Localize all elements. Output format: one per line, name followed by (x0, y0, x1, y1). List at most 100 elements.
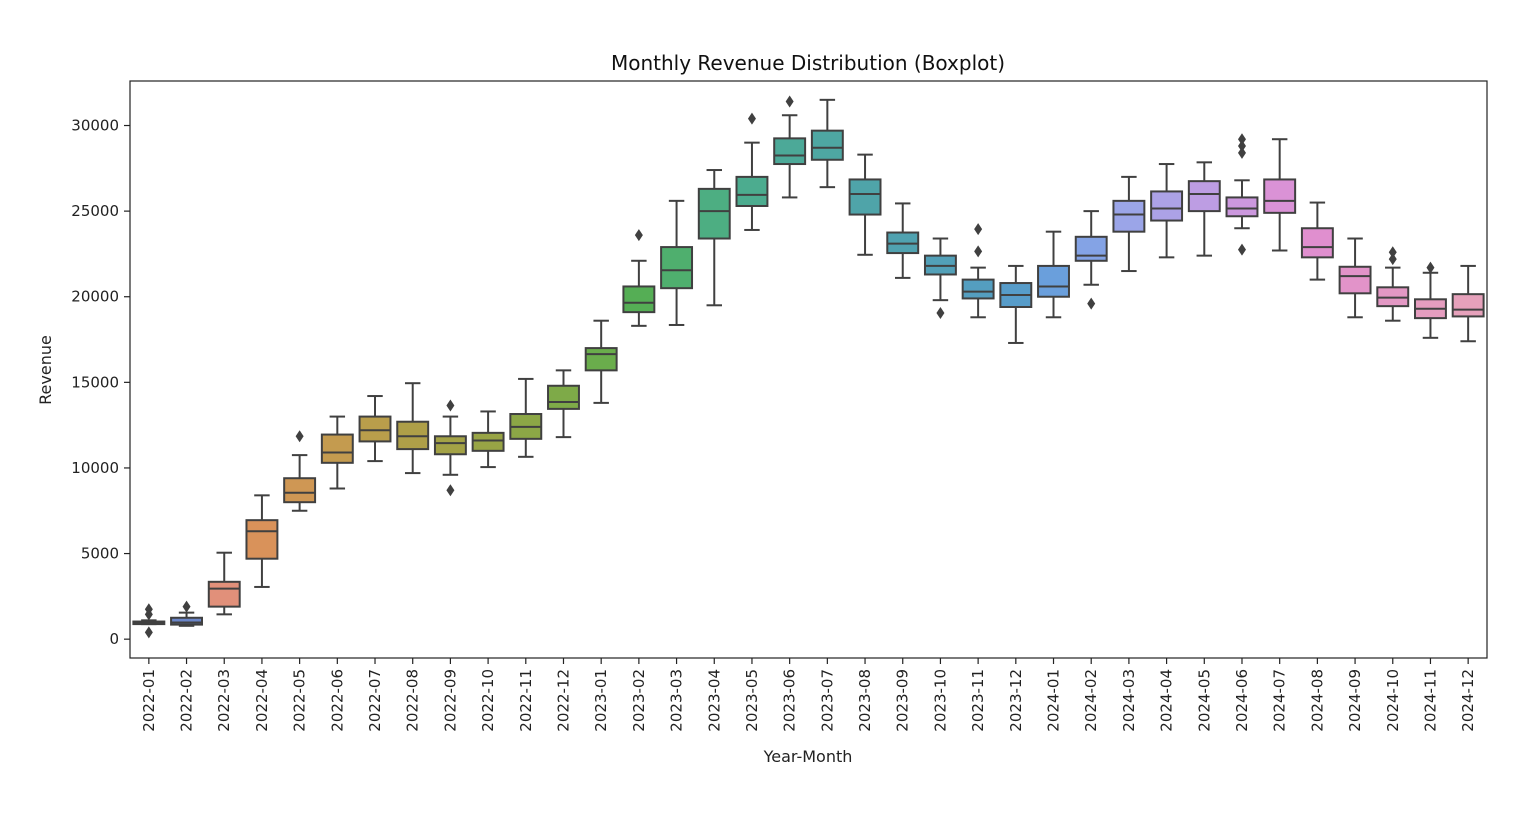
box-2023-02 (622, 229, 656, 327)
box-2023-08 (848, 153, 882, 256)
box-iqr (471, 431, 505, 452)
x-tick-label: 2023-01 (592, 669, 610, 732)
box-iqr (773, 137, 807, 166)
outlier-point (936, 306, 945, 319)
box-iqr (433, 435, 467, 456)
box-iqr (1150, 190, 1184, 222)
box-2024-04 (1150, 163, 1184, 259)
x-tick-label: 2022-04 (253, 669, 271, 732)
x-axis: 2022-01 2022-02 2022-03 2022-04 2022-05 2022-… (140, 658, 1477, 732)
box-iqr (1074, 235, 1108, 262)
outlier-point (1237, 243, 1246, 256)
box-iqr (697, 187, 731, 240)
outlier-point (446, 399, 455, 412)
box-2022-11 (509, 377, 543, 458)
x-tick-label: 2022-10 (479, 669, 497, 732)
x-tick-label: 2023-08 (856, 669, 874, 732)
box-2022-04 (245, 494, 279, 588)
box-2022-09 (433, 399, 467, 497)
box-2023-09 (886, 202, 920, 279)
box-iqr (1225, 196, 1259, 218)
box-iqr (320, 433, 354, 464)
x-tick-label: 2024-02 (1082, 669, 1100, 732)
box-2022-08 (396, 382, 430, 475)
box-2023-10 (923, 237, 957, 319)
x-tick-label: 2024-08 (1308, 669, 1326, 732)
x-tick-label: 2022-09 (441, 669, 459, 732)
x-tick-label: 2024-10 (1384, 669, 1402, 732)
box-2024-01 (1037, 230, 1070, 319)
x-tick-label: 2024-01 (1045, 669, 1063, 732)
outlier-point (182, 600, 191, 613)
x-tick-label: 2022-02 (178, 669, 196, 732)
box-2024-11 (1414, 261, 1447, 339)
x-tick-label: 2024-06 (1233, 669, 1251, 732)
x-tick-label: 2022-06 (328, 669, 346, 732)
y-axis-label: Revenue (36, 335, 55, 405)
outlier-point (974, 245, 983, 258)
box-2024-02 (1074, 210, 1108, 310)
outlier-point (1237, 146, 1246, 159)
x-tick-label: 2024-09 (1346, 669, 1364, 732)
x-tick-label: 2023-05 (743, 669, 761, 732)
box-2022-12 (547, 369, 580, 439)
x-tick-label: 2022-05 (291, 669, 309, 732)
box-2023-05 (735, 112, 769, 231)
box-2022-01 (132, 603, 166, 639)
outlier-point (1388, 246, 1397, 259)
box-iqr (660, 246, 694, 290)
chart-title: Monthly Revenue Distribution (Boxplot) (611, 51, 1005, 75)
outlier-point (785, 95, 794, 108)
box-2024-12 (1451, 264, 1485, 343)
plot-area (132, 95, 1485, 639)
outlier-point (144, 603, 153, 616)
y-tick-label: 5000 (81, 545, 119, 563)
y-tick-label: 20000 (71, 288, 119, 306)
outlier-point (634, 229, 643, 242)
y-axis: 0 5000 10000 15000 20000 25000 30000 (71, 117, 130, 648)
outlier-point (747, 112, 756, 125)
box-iqr (735, 175, 769, 207)
x-tick-label: 2023-11 (969, 669, 987, 732)
y-tick-label: 0 (109, 630, 119, 648)
box-iqr (1112, 199, 1146, 233)
box-iqr (547, 384, 580, 410)
x-tick-label: 2022-08 (404, 669, 422, 732)
x-tick-label: 2022-11 (517, 669, 535, 732)
box-2023-12 (999, 264, 1033, 344)
box-2023-11 (961, 223, 995, 319)
box-iqr (584, 347, 618, 372)
plot-frame (129, 80, 1488, 659)
box-iqr (245, 519, 279, 560)
outlier-point (1087, 297, 1096, 310)
box-2024-09 (1338, 237, 1372, 319)
box-2023-01 (584, 319, 618, 404)
box-iqr (207, 580, 241, 608)
x-tick-label: 2022-12 (554, 669, 572, 732)
box-2022-03 (207, 551, 241, 616)
x-tick-label: 2023-04 (705, 669, 723, 732)
box-2022-02 (170, 600, 203, 627)
outlier-point (1388, 253, 1397, 266)
x-tick-label: 2023-12 (1007, 669, 1025, 732)
box-iqr (810, 129, 844, 161)
x-tick-label: 2024-11 (1421, 669, 1439, 732)
box-iqr (358, 415, 392, 443)
box-iqr (1338, 265, 1372, 295)
y-tick-label: 25000 (71, 202, 119, 220)
box-2023-03 (660, 199, 694, 326)
outlier-point (295, 430, 304, 443)
box-2022-10 (471, 410, 505, 469)
box-2024-08 (1300, 201, 1334, 281)
box-2024-03 (1112, 175, 1146, 273)
box-2022-06 (320, 415, 354, 490)
box-2023-06 (773, 95, 807, 199)
y-tick-label: 15000 (71, 373, 119, 391)
box-iqr (1300, 227, 1334, 259)
x-tick-label: 2023-03 (668, 669, 686, 732)
outlier-point (974, 223, 983, 236)
box-2022-05 (283, 430, 317, 512)
box-2022-07 (358, 395, 392, 463)
box-2023-07 (810, 98, 844, 189)
outlier-point (144, 626, 153, 639)
